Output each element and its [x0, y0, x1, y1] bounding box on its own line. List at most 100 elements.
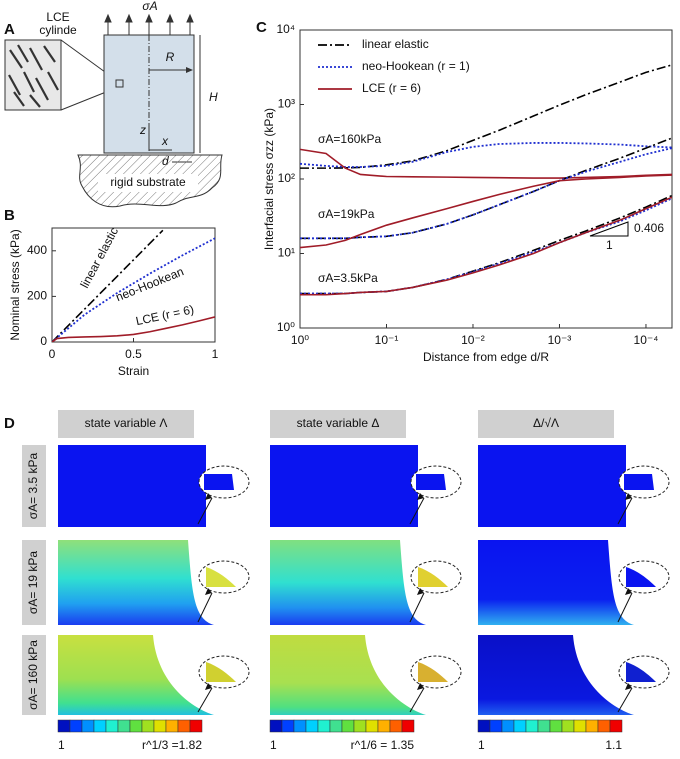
series-group	[300, 64, 672, 296]
contour-field	[478, 445, 626, 527]
x-tick-label: 0	[49, 347, 56, 361]
series-line	[300, 147, 672, 240]
series-annotation: neo-Hookean	[114, 264, 186, 304]
series-line	[300, 148, 672, 179]
inset-marker	[115, 79, 124, 88]
zoom-arrow	[617, 497, 633, 525]
contour-field	[58, 540, 214, 625]
colorbar-cell	[153, 719, 167, 733]
zoom-arrow	[409, 497, 425, 525]
zoom-arrow	[617, 592, 633, 623]
contour-field	[270, 635, 426, 715]
cylinder-label: LCE	[46, 10, 69, 24]
panel-a: A LCE cylinde σA R H z x d rigid substra…	[4, 0, 223, 208]
colorbar-cell	[117, 719, 131, 733]
column-header: state variable Δ	[297, 416, 380, 430]
zoom-wedge	[418, 567, 448, 587]
x-tick-label: 1	[212, 347, 219, 361]
legend-label: linear elastic	[362, 37, 429, 51]
zoom-wedge	[204, 474, 234, 490]
zoom-wedge	[418, 662, 448, 682]
y-tick-label: 10⁰	[277, 320, 295, 334]
colorbar-cell	[177, 719, 191, 733]
contour-field	[478, 540, 634, 625]
colorbar-cell	[525, 719, 539, 733]
colorbar-min: 1	[58, 738, 65, 752]
y-tick-label: 10³	[278, 97, 295, 111]
zoom-arrow	[409, 687, 425, 713]
annotation: 1	[606, 238, 613, 252]
zoom-wedge	[416, 474, 446, 490]
column-header-bg	[58, 410, 194, 438]
label-bg	[98, 174, 198, 192]
fibers	[8, 44, 59, 108]
arrow-head	[625, 683, 632, 690]
column-header: state variable Λ	[85, 416, 168, 430]
y-tick-label: 400	[27, 243, 47, 257]
contour-field	[478, 635, 634, 715]
colorbar-cell	[317, 719, 331, 733]
substrate-label: rigid substrate	[110, 175, 186, 189]
series-line	[52, 229, 164, 342]
x-axis-title: Distance from edge d/R	[423, 350, 549, 364]
x-tick-label: 10⁻²	[461, 333, 485, 347]
colorbar-cell	[269, 719, 283, 733]
annotation: σA=160kPa	[318, 132, 381, 146]
zoom-arrow	[197, 687, 213, 713]
y-tick-label: 10¹	[278, 246, 295, 260]
colorbar-min: 1	[270, 738, 277, 752]
colorbar-cell	[141, 719, 155, 733]
contour-field	[270, 445, 418, 527]
annotation: σA=3.5kPa	[318, 271, 378, 285]
y-axis-title: Interfacial stress σzz (kPa)	[262, 108, 276, 250]
panel-label: D	[4, 415, 15, 432]
x-tick-label: 10⁻³	[548, 333, 572, 347]
arrow-head	[186, 67, 193, 73]
cylinder-label: cylinde	[39, 23, 77, 37]
arrow-head	[205, 493, 212, 500]
annotation: 0.406	[634, 221, 664, 235]
series-line	[300, 196, 672, 296]
colorbar-max: r^1/3 =1.82	[142, 738, 202, 752]
colorbar-cell	[561, 719, 575, 733]
row-header: σA= 3.5 kPa	[26, 452, 40, 519]
zoom-wedge	[206, 662, 236, 682]
colorbar-cell	[281, 719, 295, 733]
x-tick-label: 10⁻¹	[375, 333, 399, 347]
y-tick-label: 10⁴	[276, 22, 295, 36]
colorbar-cell	[609, 719, 623, 733]
load-label: σA	[142, 0, 157, 13]
colorbar-max: 1.1	[605, 738, 622, 752]
load-arrows	[104, 13, 194, 35]
row-header-bg	[22, 635, 46, 715]
zoom-wedge	[626, 662, 656, 682]
arrow-head	[205, 588, 212, 595]
zoom-wedge	[624, 474, 654, 490]
colorbar-cell	[353, 719, 367, 733]
arrow-head	[625, 588, 632, 595]
series-group	[52, 229, 215, 342]
series-line	[300, 137, 672, 240]
zoom-arrow	[197, 497, 213, 525]
y-axis-title: Nominal stress (kPa)	[8, 229, 22, 340]
colorbar-cell	[69, 719, 83, 733]
colorbar-cell	[597, 719, 611, 733]
annotation: σA=19kPa	[318, 207, 375, 221]
legend-label: neo-Hookean (r = 1)	[362, 59, 470, 73]
series-line	[52, 237, 215, 342]
colorbar-cell	[329, 719, 343, 733]
colorbar-cell	[293, 719, 307, 733]
y-tick-label: 200	[27, 289, 47, 303]
x-tick-label: 10⁻⁴	[634, 333, 659, 347]
colorbar-cell	[489, 719, 503, 733]
radius-label: R	[166, 50, 175, 64]
zoom-arrow	[409, 592, 425, 623]
colorbar-cell	[477, 719, 491, 733]
y-tick-label: 10²	[278, 171, 295, 185]
zoom-wedge	[206, 567, 236, 587]
row-header-bg	[22, 540, 46, 625]
x-axis-title: Strain	[118, 364, 149, 378]
colorbar-cell	[549, 719, 563, 733]
colorbar-cell	[57, 719, 71, 733]
